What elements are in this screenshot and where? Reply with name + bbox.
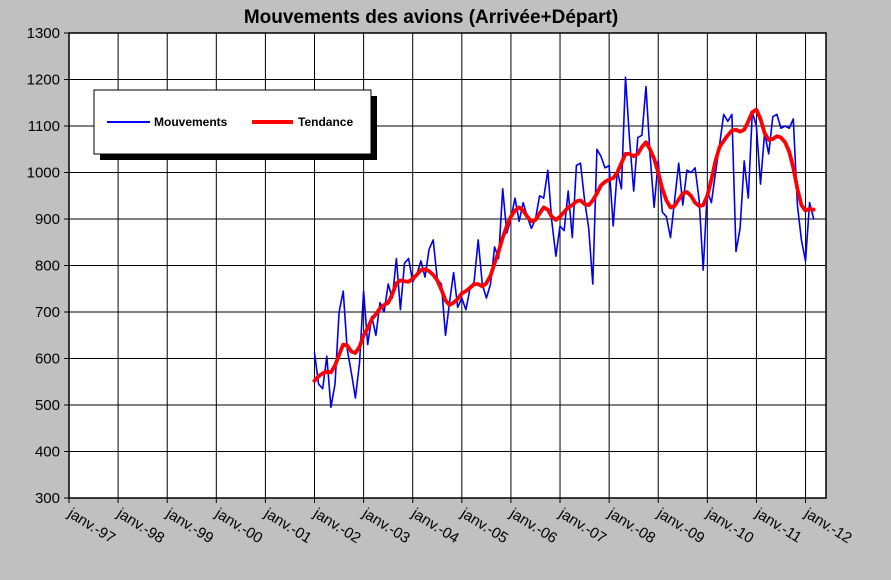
x-tick-label: janv.-09 [653,504,707,547]
chart-title: Mouvements des avions (Arrivée+Départ) [244,7,618,28]
x-tick-label: janv.-01 [260,504,314,547]
x-tick-label: janv.-08 [604,504,658,547]
y-axis: 300 400 500 600 700 800 900 1000 1100 1200 1300 [27,25,69,507]
legend-label-mouvements: Mouvements [154,115,228,129]
y-tick-label: 300 [35,490,60,507]
y-tick-label: 1200 [27,72,60,89]
legend-label-tendance: Tendance [298,115,353,129]
y-tick-label: 1000 [27,165,60,182]
y-tick-label: 600 [35,351,60,368]
x-tick-label: janv.-97 [64,504,118,547]
x-tick-label: janv.-07 [555,504,609,547]
x-tick-label: janv.-04 [408,504,462,547]
y-tick-label: 900 [35,211,60,228]
y-tick-label: 800 [35,258,60,275]
x-tick-label: janv.-03 [359,504,413,547]
y-tick-label: 700 [35,304,60,321]
x-tick-label: janv.-05 [457,504,511,547]
y-tick-label: 500 [35,397,60,414]
x-tick-label: janv.-99 [162,504,216,547]
x-tick-label: janv.-12 [801,504,855,547]
x-tick-label: janv.-11 [751,504,804,546]
y-tick-label: 400 [35,444,60,461]
x-tick-label: janv.-02 [310,504,364,547]
x-tick-label: janv.-06 [506,504,560,547]
x-tick-label: janv.-10 [702,504,756,547]
y-tick-label: 1100 [28,118,60,135]
legend: Mouvements Tendance [94,90,377,160]
x-tick-label: janv.-98 [113,504,167,547]
x-tick-label: janv.-00 [211,504,265,547]
y-tick-label: 1300 [27,25,60,42]
x-axis: janv.-97janv.-98janv.-99janv.-00janv.-01… [64,498,855,547]
